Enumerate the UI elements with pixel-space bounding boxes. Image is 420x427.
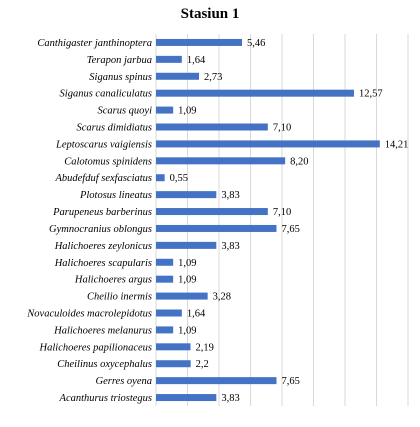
data-label: 3,83 xyxy=(221,190,239,201)
data-label: 5,46 xyxy=(247,38,265,49)
category-label: Parupeneus barberinus xyxy=(52,207,152,218)
bar xyxy=(156,224,277,232)
bar xyxy=(156,157,286,165)
category-label: Halichoeres melanurus xyxy=(53,325,152,336)
bar xyxy=(156,241,217,249)
bar xyxy=(156,140,380,148)
category-label: Plotosus lineatus xyxy=(79,190,152,201)
data-label: 2,2 xyxy=(196,359,209,370)
category-label: Abudefduf sexfasciatus xyxy=(54,173,152,184)
category-label: Scarus dimidiatus xyxy=(76,123,152,134)
bar xyxy=(156,106,174,114)
bar xyxy=(156,72,199,80)
bar xyxy=(156,343,191,351)
data-label: 7,65 xyxy=(281,376,299,387)
data-label: 3,83 xyxy=(221,393,239,404)
bar xyxy=(156,191,217,199)
category-label: Cheilio inermis xyxy=(87,292,152,303)
bar xyxy=(156,309,182,317)
category-label: Terapon jarbua xyxy=(87,55,152,66)
data-label: 1,09 xyxy=(178,258,196,269)
category-label: Siganus spinus xyxy=(89,72,152,83)
bar xyxy=(156,123,268,131)
data-label: 3,83 xyxy=(221,241,239,252)
bar xyxy=(156,360,191,368)
data-label: 2,19 xyxy=(195,342,213,353)
bar xyxy=(156,326,174,334)
category-label: Halichoeres papilionaceus xyxy=(39,342,152,353)
category-label: Novaculoides macrolepidotus xyxy=(26,309,152,320)
category-label: Gerres oyena xyxy=(96,376,152,387)
data-label: 1,64 xyxy=(187,309,206,320)
category-label: Halichoeres zeylonicus xyxy=(54,241,152,252)
bar xyxy=(156,174,165,182)
bar xyxy=(156,377,277,385)
data-label: 8,20 xyxy=(290,156,308,167)
data-label: 1,09 xyxy=(178,106,196,117)
category-label: Gymnocranius oblongus xyxy=(49,224,152,235)
data-label: 1,09 xyxy=(178,275,196,286)
category-label: Acanthurus triostegus xyxy=(59,393,152,404)
bar xyxy=(156,394,217,402)
chart-title: Stasiun 1 xyxy=(180,6,240,22)
category-label: Halichoeres scapularis xyxy=(54,258,152,269)
data-label: 2,73 xyxy=(204,72,222,83)
data-label: 1,64 xyxy=(187,55,206,66)
data-label: 1,09 xyxy=(178,325,196,336)
data-label: 3,28 xyxy=(213,292,231,303)
category-label: Leptoscarus vaigiensis xyxy=(55,139,152,150)
bar xyxy=(156,208,268,216)
category-label: Canthigaster janthinoptera xyxy=(37,38,152,49)
bar xyxy=(156,275,174,283)
category-label: Calotomus spinidens xyxy=(64,156,152,167)
data-label: 12,57 xyxy=(359,89,383,100)
bar xyxy=(156,38,242,46)
category-label: Halichoeres argus xyxy=(74,275,152,286)
category-label: Siganus canaliculatus xyxy=(60,89,152,100)
bar xyxy=(156,89,354,97)
data-label: 7,10 xyxy=(273,207,291,218)
data-label: 0,55 xyxy=(170,173,188,184)
data-label: 7,10 xyxy=(273,123,291,134)
data-label: 7,65 xyxy=(281,224,299,235)
bar xyxy=(156,258,174,266)
data-label: 14,21 xyxy=(385,139,409,150)
bar xyxy=(156,292,208,300)
category-label: Scarus quoyi xyxy=(97,106,152,117)
category-label: Cheilinus oxycephalus xyxy=(57,359,152,370)
bar xyxy=(156,55,182,63)
